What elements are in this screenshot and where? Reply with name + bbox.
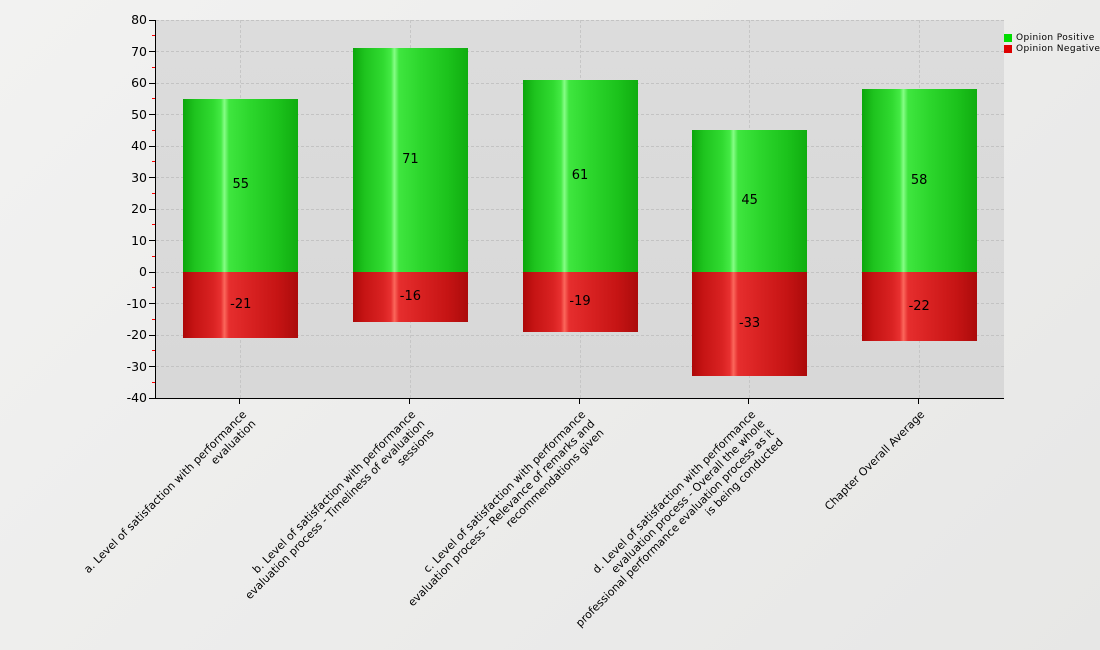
y-axis-minor-tick bbox=[152, 381, 155, 383]
plot-area: 55 -21 71 -16 61 -19 45 -33 58 -22 bbox=[155, 19, 1004, 399]
y-axis-major-tick bbox=[149, 240, 155, 241]
bar-segment-negative bbox=[522, 272, 638, 332]
y-axis-minor-tick bbox=[152, 224, 155, 226]
y-axis-minor-tick bbox=[152, 318, 155, 320]
y-axis-minor-tick bbox=[152, 350, 155, 352]
x-axis-category-label: Chapter Overall Average bbox=[664, 408, 928, 650]
y-axis-major-tick bbox=[149, 366, 155, 367]
bar-value-negative: -19 bbox=[569, 293, 591, 309]
bar-segment-negative bbox=[352, 272, 468, 323]
y-axis-tick-label: 20 bbox=[131, 201, 147, 216]
y-axis-major-tick bbox=[149, 51, 155, 52]
legend-label: Opinion Positive bbox=[1016, 33, 1095, 43]
legend-swatch-icon bbox=[1004, 45, 1012, 53]
y-axis-minor-tick bbox=[152, 129, 155, 131]
bar-segment-positive bbox=[522, 79, 638, 272]
x-axis-tick bbox=[408, 399, 410, 404]
bar-value-positive: 61 bbox=[571, 167, 589, 183]
y-axis-tick-label: -40 bbox=[126, 390, 147, 405]
y-axis-tick-label: 50 bbox=[131, 106, 147, 122]
bar-segment-negative bbox=[692, 272, 808, 376]
bar-value-positive: 45 bbox=[741, 193, 758, 209]
y-axis-tick-label: 10 bbox=[131, 232, 147, 248]
bar-value-negative: -21 bbox=[230, 297, 252, 313]
y-axis-major-tick bbox=[149, 114, 155, 115]
bar-value-negative: -16 bbox=[399, 289, 421, 305]
bar-value-positive: 71 bbox=[402, 152, 419, 168]
y-axis-minor-tick bbox=[152, 66, 155, 68]
y-axis-tick-label: 70 bbox=[131, 43, 147, 59]
x-axis-tick bbox=[748, 399, 750, 404]
legend-item: Opinion Negative bbox=[1004, 44, 1100, 54]
legend-item: Opinion Positive bbox=[1004, 33, 1100, 43]
bar-value-positive: 58 bbox=[910, 172, 928, 188]
bar-segment-positive bbox=[183, 98, 299, 272]
y-axis-tick-label: -20 bbox=[126, 327, 147, 342]
y-axis-minor-tick bbox=[152, 287, 155, 289]
legend-swatch-icon bbox=[1004, 34, 1012, 42]
y-axis-minor-tick bbox=[152, 35, 155, 37]
bar-value-positive: 55 bbox=[232, 177, 250, 193]
legend-label: Opinion Negative bbox=[1016, 44, 1100, 54]
y-axis-minor-tick bbox=[152, 255, 155, 257]
y-axis-tick-label: 60 bbox=[131, 75, 147, 90]
legend: Opinion Positive Opinion Negative bbox=[1004, 33, 1100, 55]
y-axis-tick-label: 80 bbox=[131, 12, 147, 27]
y-axis-major-tick bbox=[149, 177, 155, 178]
y-axis-minor-tick bbox=[152, 98, 155, 100]
y-axis-tick-label: 40 bbox=[131, 138, 147, 153]
x-axis-category-label: d. Level of satisfaction with performanc… bbox=[494, 408, 786, 650]
bar-value-negative: -33 bbox=[738, 315, 761, 331]
bar-segment-negative bbox=[183, 272, 299, 339]
x-axis-tick bbox=[917, 399, 919, 404]
y-axis-minor-tick bbox=[152, 161, 155, 163]
y-axis-major-tick bbox=[149, 208, 155, 210]
y-axis-minor-tick bbox=[152, 192, 155, 194]
y-axis-major-tick bbox=[149, 82, 155, 84]
y-axis-tick-label: -10 bbox=[126, 295, 147, 311]
bar-segment-positive bbox=[861, 89, 977, 272]
y-axis-major-tick bbox=[149, 145, 155, 147]
y-axis-tick-label: 30 bbox=[131, 169, 147, 185]
y-axis-major-tick bbox=[149, 303, 155, 304]
y-axis-major-tick bbox=[149, 334, 155, 336]
x-axis-tick bbox=[239, 399, 241, 404]
x-axis-tick bbox=[578, 399, 580, 404]
y-axis-tick-label: 0 bbox=[139, 264, 147, 279]
bar-segment-positive bbox=[352, 48, 468, 272]
bar-segment-negative bbox=[861, 272, 977, 342]
y-axis-major-tick bbox=[149, 397, 155, 399]
y-axis-tick-label: -30 bbox=[126, 358, 147, 374]
bar-segment-positive bbox=[692, 130, 808, 272]
bar-value-negative: -22 bbox=[908, 298, 930, 314]
x-axis-category-label-line: Chapter Overall Average bbox=[822, 408, 928, 513]
y-axis-major-tick bbox=[149, 19, 155, 21]
y-axis-major-tick bbox=[149, 271, 155, 273]
